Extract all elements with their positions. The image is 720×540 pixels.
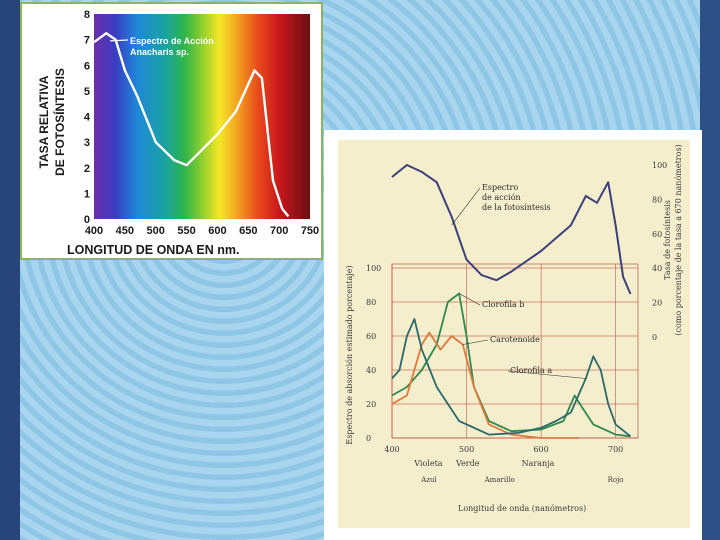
series-line <box>391 164 632 295</box>
y-tick-label-right: 40 <box>652 264 662 273</box>
color-label: Naranja <box>522 459 555 468</box>
x-tick-label: 400 <box>85 225 103 237</box>
y-tick-label-left: 80 <box>366 298 376 307</box>
absorption-chart: 0 20 40 60 80 100 400 500 600 700 0 20 40 60 80 100 Esp… <box>345 144 683 513</box>
y-tick-label-right: 80 <box>652 195 662 204</box>
x-tick-label: 600 <box>208 225 226 237</box>
label-leader <box>458 293 481 306</box>
x-tick-label: 500 <box>147 225 165 237</box>
series-label: Clorofila b <box>482 300 524 309</box>
y-tick-label: 4 <box>84 112 91 124</box>
x-tick-label: 700 <box>608 445 623 454</box>
left-edge-bar <box>0 0 20 540</box>
y-axis-label: TASA RELATIVA DE FOTOSÍNTESIS <box>37 68 67 176</box>
series-label: Clorofila a <box>510 366 552 375</box>
x-tick-label: 500 <box>459 445 474 454</box>
x-tick-label: 700 <box>270 225 288 237</box>
y-tick-label: 7 <box>84 35 90 47</box>
y-tick-label: 3 <box>84 137 90 149</box>
action-spectrum-panel: 0 1 2 3 4 5 6 7 8 400 450 500 550 600 650 700 750 Espect… <box>20 2 323 260</box>
color-label: Verde <box>455 459 480 468</box>
label-leader <box>451 187 481 226</box>
y-tick-label-right: 60 <box>652 230 662 239</box>
y-tick-label-right: 20 <box>652 299 662 308</box>
label-leader <box>507 370 586 379</box>
series-label: Carotenoide <box>490 335 540 344</box>
color-label: Rojo <box>608 476 624 484</box>
label-leader <box>462 339 489 345</box>
action-spectrum-line <box>93 32 290 218</box>
action-spectrum-chart: 0 1 2 3 4 5 6 7 8 400 450 500 550 600 650 700 750 Espect… <box>37 9 319 257</box>
series-line <box>391 318 632 438</box>
y-tick-label-left: 20 <box>366 400 376 409</box>
x-tick-label: 750 <box>301 225 319 237</box>
y-tick-label: 5 <box>84 86 90 98</box>
color-label: Amarillo <box>484 476 515 484</box>
y-tick-label-left: 0 <box>366 434 371 443</box>
annotation: Espectro de Acción Anacharis sp. <box>130 36 214 57</box>
series-line <box>391 331 579 439</box>
y-axis-label-left: Espectro de absorción estimado porcentaj… <box>345 265 354 444</box>
y-tick-label-right: 0 <box>652 333 657 342</box>
color-label: Azul <box>420 476 437 484</box>
x-tick-label: 600 <box>533 445 548 454</box>
x-axis-label: Longitud de onda (nanómetros) <box>458 504 586 513</box>
absorption-chart-area: 0 20 40 60 80 100 400 500 600 700 0 20 40 60 80 100 Esp… <box>338 140 690 528</box>
y-tick-label-left: 60 <box>366 332 376 341</box>
y-tick-label: 0 <box>84 214 90 226</box>
y-tick-label-right: 100 <box>652 161 667 170</box>
y-tick-label: 6 <box>84 60 90 72</box>
annotation-leader <box>110 39 129 42</box>
y-axis-label-right: Tasa de fotosíntesis (como porcentaje de … <box>663 144 683 335</box>
y-tick-label: 8 <box>84 9 90 21</box>
y-tick-label-left: 40 <box>366 366 376 375</box>
absorption-panel: 0 20 40 60 80 100 400 500 600 700 0 20 40 60 80 100 Esp… <box>324 130 702 540</box>
x-axis-label: LONGITUD DE ONDA EN nm. <box>67 243 239 257</box>
x-tick-label: 400 <box>384 445 399 454</box>
plot-frame <box>391 263 639 439</box>
series-line <box>391 292 631 438</box>
right-edge-bar <box>700 0 720 540</box>
y-tick-label: 1 <box>84 188 90 200</box>
x-tick-label: 550 <box>177 225 195 237</box>
series-label: Espectro de acción de la fotosíntesis <box>482 183 551 212</box>
x-tick-label: 650 <box>239 225 257 237</box>
y-tick-label-left: 100 <box>366 264 381 273</box>
color-label: Violeta <box>413 459 443 468</box>
x-tick-label: 450 <box>116 225 134 237</box>
y-tick-label: 2 <box>84 163 90 175</box>
